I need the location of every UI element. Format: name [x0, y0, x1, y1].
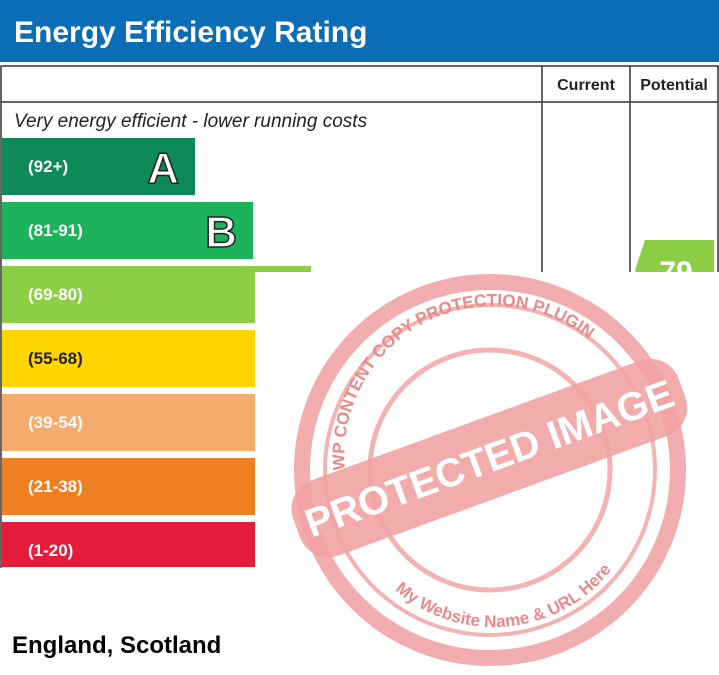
band-range: (69-80): [28, 285, 83, 304]
potential-header: Potential: [640, 77, 708, 94]
header-title: Energy Efficiency Rating: [14, 16, 367, 49]
region-label: England, Scotland: [12, 632, 221, 659]
band-range: (21-38): [28, 477, 83, 496]
protection-overlay: PROTECTED IMAGE WP CONTENT COPY PROTECTI…: [0, 272, 719, 675]
band-range: (39-54): [28, 413, 83, 432]
band-range: (81-91): [28, 221, 83, 240]
current-header: Current: [557, 77, 615, 94]
rating-band: [2, 138, 195, 195]
band-range: (92+): [28, 157, 68, 176]
band-letter: B: [205, 208, 237, 257]
rating-band: [2, 202, 253, 259]
band-letter: A: [147, 144, 179, 193]
header-bar: [0, 0, 719, 62]
band-range: (55-68): [28, 349, 83, 368]
efficiency-note: Very energy efficient - lower running co…: [14, 111, 368, 132]
band-range: (1-20): [28, 541, 73, 560]
